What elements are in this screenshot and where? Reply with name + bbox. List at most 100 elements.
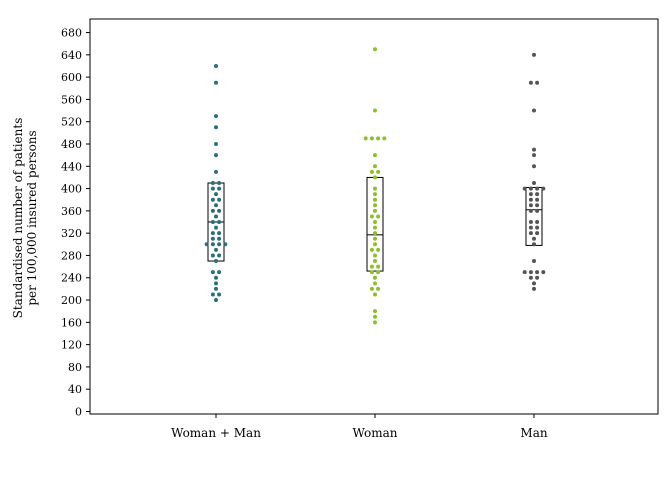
y-tick-label: 480 — [61, 138, 82, 151]
data-point — [376, 136, 381, 141]
data-point — [223, 242, 228, 247]
data-point — [528, 186, 533, 191]
data-point — [217, 292, 222, 297]
data-point — [369, 264, 374, 269]
data-point — [532, 164, 536, 169]
data-point — [210, 197, 215, 202]
data-point — [214, 114, 218, 119]
y-tick-label: 600 — [61, 71, 82, 84]
y-tick-label: 0 — [75, 406, 82, 419]
y-tick-label: 240 — [61, 272, 82, 285]
data-point — [214, 125, 218, 130]
data-points — [204, 47, 546, 325]
y-tick-label: 520 — [61, 116, 82, 129]
data-point — [210, 186, 215, 191]
data-point — [214, 214, 218, 219]
data-point — [373, 197, 377, 202]
y-tick-label: 280 — [61, 249, 82, 262]
data-point — [210, 236, 215, 241]
data-point — [535, 203, 540, 208]
y-tick-label: 680 — [61, 27, 82, 40]
x-category-label: Woman — [352, 426, 397, 440]
data-point — [373, 231, 377, 236]
data-point — [532, 108, 536, 113]
x-axis-ticks: Woman + Man Woman Man — [171, 414, 548, 440]
data-point — [217, 220, 222, 225]
data-point — [214, 80, 218, 85]
y-tick-label: 560 — [61, 93, 82, 106]
data-point — [528, 275, 533, 280]
data-point — [528, 225, 533, 230]
data-point — [373, 242, 377, 247]
data-point — [535, 208, 540, 213]
data-point — [522, 270, 527, 275]
data-point — [373, 225, 377, 230]
data-point — [535, 225, 540, 230]
y-axis-ticks: 0 40 80 120 160 200 240 280 320 360 400 440 480 520 56… — [61, 27, 90, 419]
data-point — [214, 203, 218, 208]
data-point — [535, 231, 540, 236]
data-point — [535, 275, 540, 280]
y-tick-label: 440 — [61, 160, 82, 173]
x-category-label: Man — [520, 426, 547, 440]
data-point — [369, 136, 374, 141]
data-point — [376, 270, 381, 275]
data-point — [376, 169, 381, 174]
data-point — [369, 270, 374, 275]
data-point — [210, 220, 215, 225]
y-axis-title-line-1: Standardised number of patients — [11, 118, 25, 319]
data-point — [217, 236, 222, 241]
data-point — [376, 247, 381, 252]
x-category-label: Woman + Man — [171, 426, 261, 440]
data-point — [214, 225, 218, 230]
y-tick-label: 200 — [61, 294, 82, 307]
data-point — [373, 309, 377, 314]
data-point — [210, 208, 215, 213]
y-tick-label: 160 — [61, 316, 82, 329]
data-point — [373, 164, 377, 169]
data-point — [217, 242, 222, 247]
data-point — [217, 181, 222, 186]
data-point — [373, 203, 377, 208]
data-point — [528, 208, 533, 213]
data-point — [528, 197, 533, 202]
data-point — [532, 153, 536, 158]
data-point — [214, 286, 218, 291]
y-tick-label: 40 — [68, 383, 82, 396]
data-point — [214, 275, 218, 280]
data-point — [217, 186, 222, 191]
data-point — [382, 136, 387, 141]
data-point — [535, 270, 540, 275]
y-tick-label: 120 — [61, 339, 82, 352]
data-point — [532, 242, 536, 247]
data-point — [535, 186, 540, 191]
data-point — [373, 47, 377, 52]
y-tick-label: 360 — [61, 205, 82, 218]
data-point — [373, 275, 377, 280]
data-point — [373, 192, 377, 197]
data-point — [373, 220, 377, 225]
data-point — [363, 136, 368, 141]
data-point — [535, 197, 540, 202]
data-point — [217, 208, 222, 213]
data-point — [373, 108, 377, 113]
data-point — [528, 231, 533, 236]
data-point — [373, 236, 377, 241]
data-point — [214, 259, 218, 264]
data-point — [532, 259, 536, 264]
data-point — [369, 214, 374, 219]
data-point — [373, 320, 377, 325]
y-tick-label: 640 — [61, 49, 82, 62]
data-point — [373, 208, 377, 213]
data-point — [214, 169, 218, 174]
data-point — [214, 281, 218, 286]
data-point — [528, 220, 533, 225]
data-point — [210, 181, 215, 186]
data-point — [373, 292, 377, 297]
data-point — [210, 242, 215, 247]
plot-frame — [89, 18, 659, 415]
data-point — [369, 286, 374, 291]
data-point — [376, 264, 381, 269]
